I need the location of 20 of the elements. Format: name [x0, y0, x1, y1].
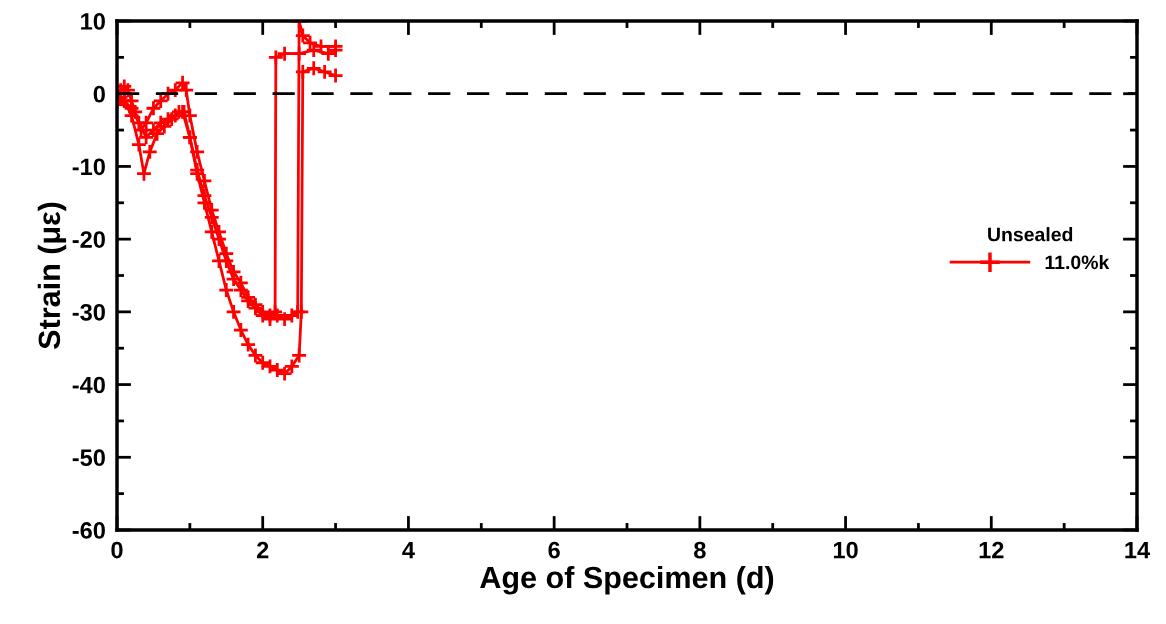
- x-tick-label: 4: [402, 541, 415, 559]
- y-tick-label: 0: [93, 85, 105, 103]
- y-tick-label: -10: [72, 158, 105, 176]
- x-tick-label: 8: [694, 541, 706, 559]
- legend-title: Unsealed: [988, 227, 1073, 242]
- x-tick-label: 0: [111, 541, 123, 559]
- x-tick-label: 14: [1125, 541, 1151, 559]
- x-tick-label: 6: [548, 541, 560, 559]
- x-tick-label: 2: [256, 541, 269, 559]
- y-axis-title: Strain (με): [37, 202, 67, 349]
- legend-label: 11.0%k: [1045, 254, 1110, 270]
- y-tick-label: -60: [72, 522, 105, 539]
- x-tick-label: 10: [833, 541, 858, 559]
- y-tick-label: -40: [72, 376, 105, 394]
- x-tick-label: 12: [979, 541, 1004, 559]
- y-tick-label: -30: [72, 303, 105, 321]
- y-tick-label: 10: [81, 13, 105, 30]
- x-axis-title: Age of Specimen (d): [480, 565, 774, 595]
- y-tick-label: -20: [72, 231, 105, 248]
- y-tick-label: -50: [72, 449, 105, 467]
